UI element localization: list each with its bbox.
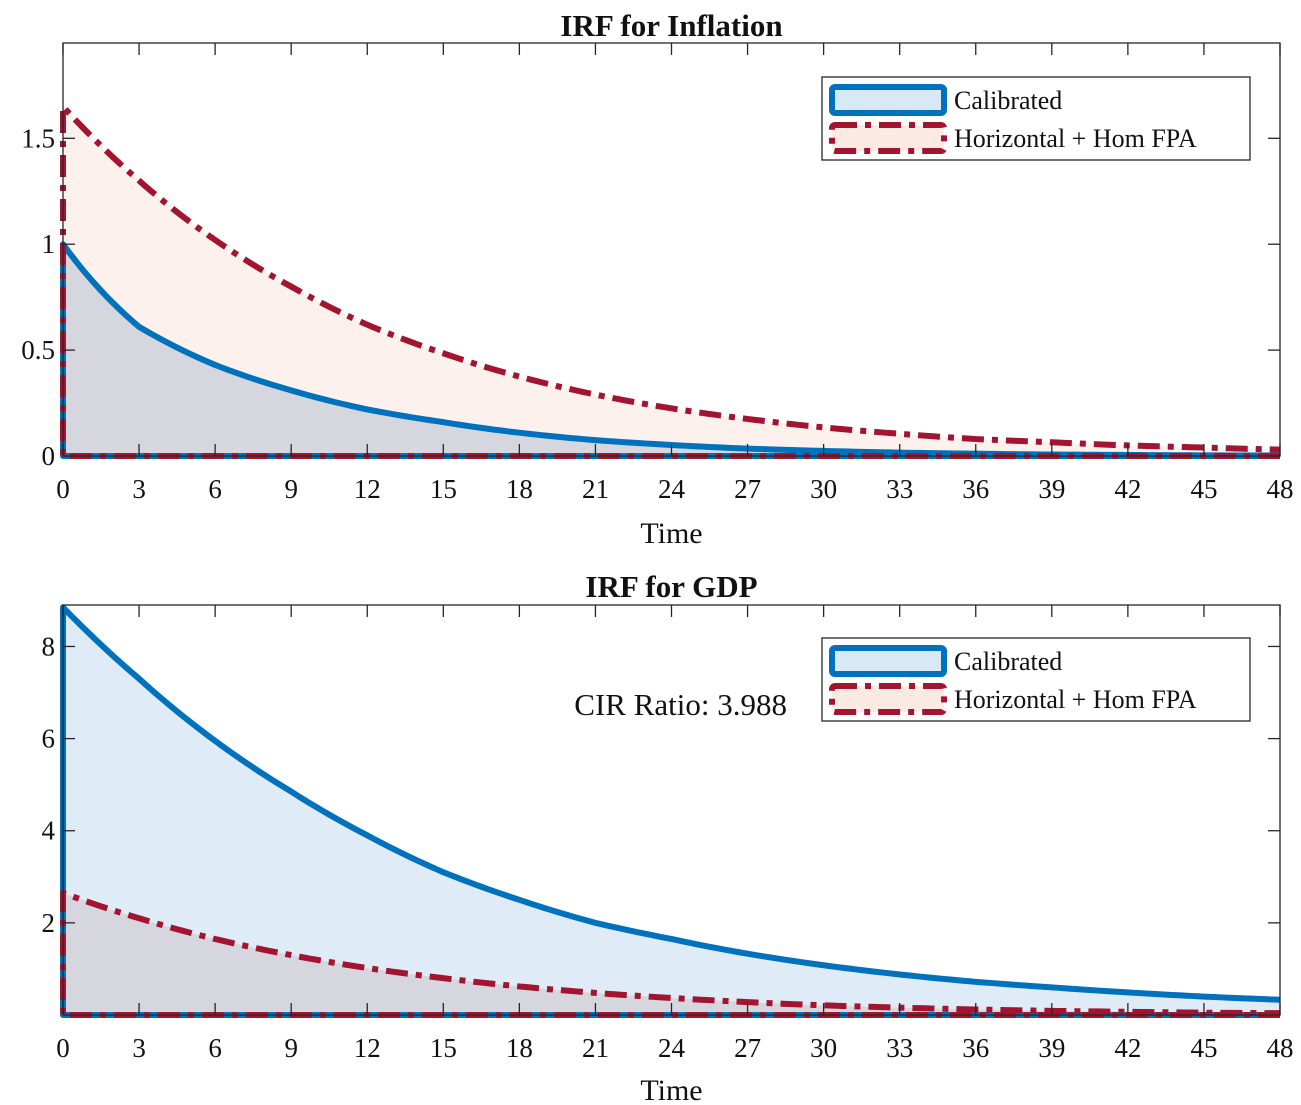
x-tick-label: 12 — [354, 474, 381, 504]
x-tick-label: 6 — [208, 474, 222, 504]
x-tick-label: 15 — [430, 474, 457, 504]
x-tick-label: 27 — [734, 1033, 761, 1063]
x-tick-label: 21 — [582, 1033, 609, 1063]
legend-swatch-1 — [829, 645, 947, 677]
x-tick-label: 30 — [810, 474, 837, 504]
series-fill-1 — [63, 607, 1280, 1015]
x-tick-label: 6 — [208, 1033, 222, 1063]
x-tick-label: 42 — [1114, 474, 1141, 504]
x-tick-label: 0 — [56, 1033, 70, 1063]
x-tick-label: 27 — [734, 474, 761, 504]
series-line-1 — [60, 604, 1281, 1018]
y-tick-label: 0.5 — [21, 335, 55, 365]
y-tick-label: 0 — [42, 441, 56, 471]
x-tick-label: 33 — [886, 474, 913, 504]
series-line-2 — [60, 103, 1281, 459]
series-line-1 — [60, 241, 1281, 459]
y-tick-label: 2 — [42, 908, 56, 938]
y-tick-label: 8 — [42, 631, 56, 661]
x-tick-label: 9 — [284, 474, 298, 504]
cir-ratio-annotation: CIR Ratio: 3.988 — [574, 687, 787, 722]
legend-swatch-1 — [829, 84, 947, 116]
x-tick-label: 0 — [56, 474, 70, 504]
x-tick-label: 18 — [506, 474, 533, 504]
x-tick-label: 21 — [582, 474, 609, 504]
legend: Calibrated Horizontal + Hom FPA — [821, 637, 1251, 722]
chart-title: IRF for GDP — [585, 569, 757, 604]
x-tick-label: 45 — [1190, 474, 1217, 504]
x-tick-label: 24 — [658, 474, 686, 504]
x-tick-label: 39 — [1038, 474, 1065, 504]
y-tick-label: 4 — [42, 816, 56, 846]
x-tick-label: 3 — [132, 1033, 146, 1063]
overlap-fill — [63, 892, 1280, 1015]
y-tick-label: 6 — [42, 724, 56, 754]
x-tick-label: 18 — [506, 1033, 533, 1063]
inflation-chart: 0 3 6 9 12 15 18 21 24 27 30 33 36 39 42 45 4800.511.5IR… — [21, 8, 1293, 550]
chart-title: IRF for Inflation — [560, 8, 782, 43]
x-tick-label: 24 — [658, 1033, 686, 1063]
x-tick-label: 42 — [1114, 1033, 1141, 1063]
series-line-2 — [60, 889, 1281, 1018]
legend-swatch-2 — [829, 683, 947, 715]
x-axis-label: Time — [640, 1074, 702, 1105]
x-tick-label: 45 — [1190, 1033, 1217, 1063]
legend-label-1: Calibrated — [954, 647, 1062, 676]
legend-swatch-2 — [829, 122, 947, 154]
overlap-fill — [63, 244, 1280, 456]
x-tick-label: 48 — [1267, 1033, 1294, 1063]
x-tick-label: 12 — [354, 1033, 381, 1063]
x-tick-label: 36 — [962, 474, 989, 504]
x-tick-label: 15 — [430, 1033, 457, 1063]
legend-label-1: Calibrated — [954, 86, 1062, 115]
x-tick-label: 36 — [962, 1033, 989, 1063]
y-tick-label: 1.5 — [21, 123, 55, 153]
x-tick-label: 48 — [1267, 474, 1294, 504]
y-tick-label: 1 — [42, 229, 56, 259]
legend-label-2: Horizontal + Hom FPA — [954, 124, 1197, 153]
legend-label-2: Horizontal + Hom FPA — [954, 685, 1197, 714]
x-tick-label: 39 — [1038, 1033, 1065, 1063]
x-tick-label: 30 — [810, 1033, 837, 1063]
x-tick-label: 3 — [132, 474, 146, 504]
legend: Calibrated Horizontal + Hom FPA — [821, 76, 1251, 161]
series-fill-2 — [63, 106, 1280, 456]
x-axis-label: Time — [640, 517, 702, 550]
x-tick-label: 9 — [284, 1033, 298, 1063]
x-tick-label: 33 — [886, 1033, 913, 1063]
